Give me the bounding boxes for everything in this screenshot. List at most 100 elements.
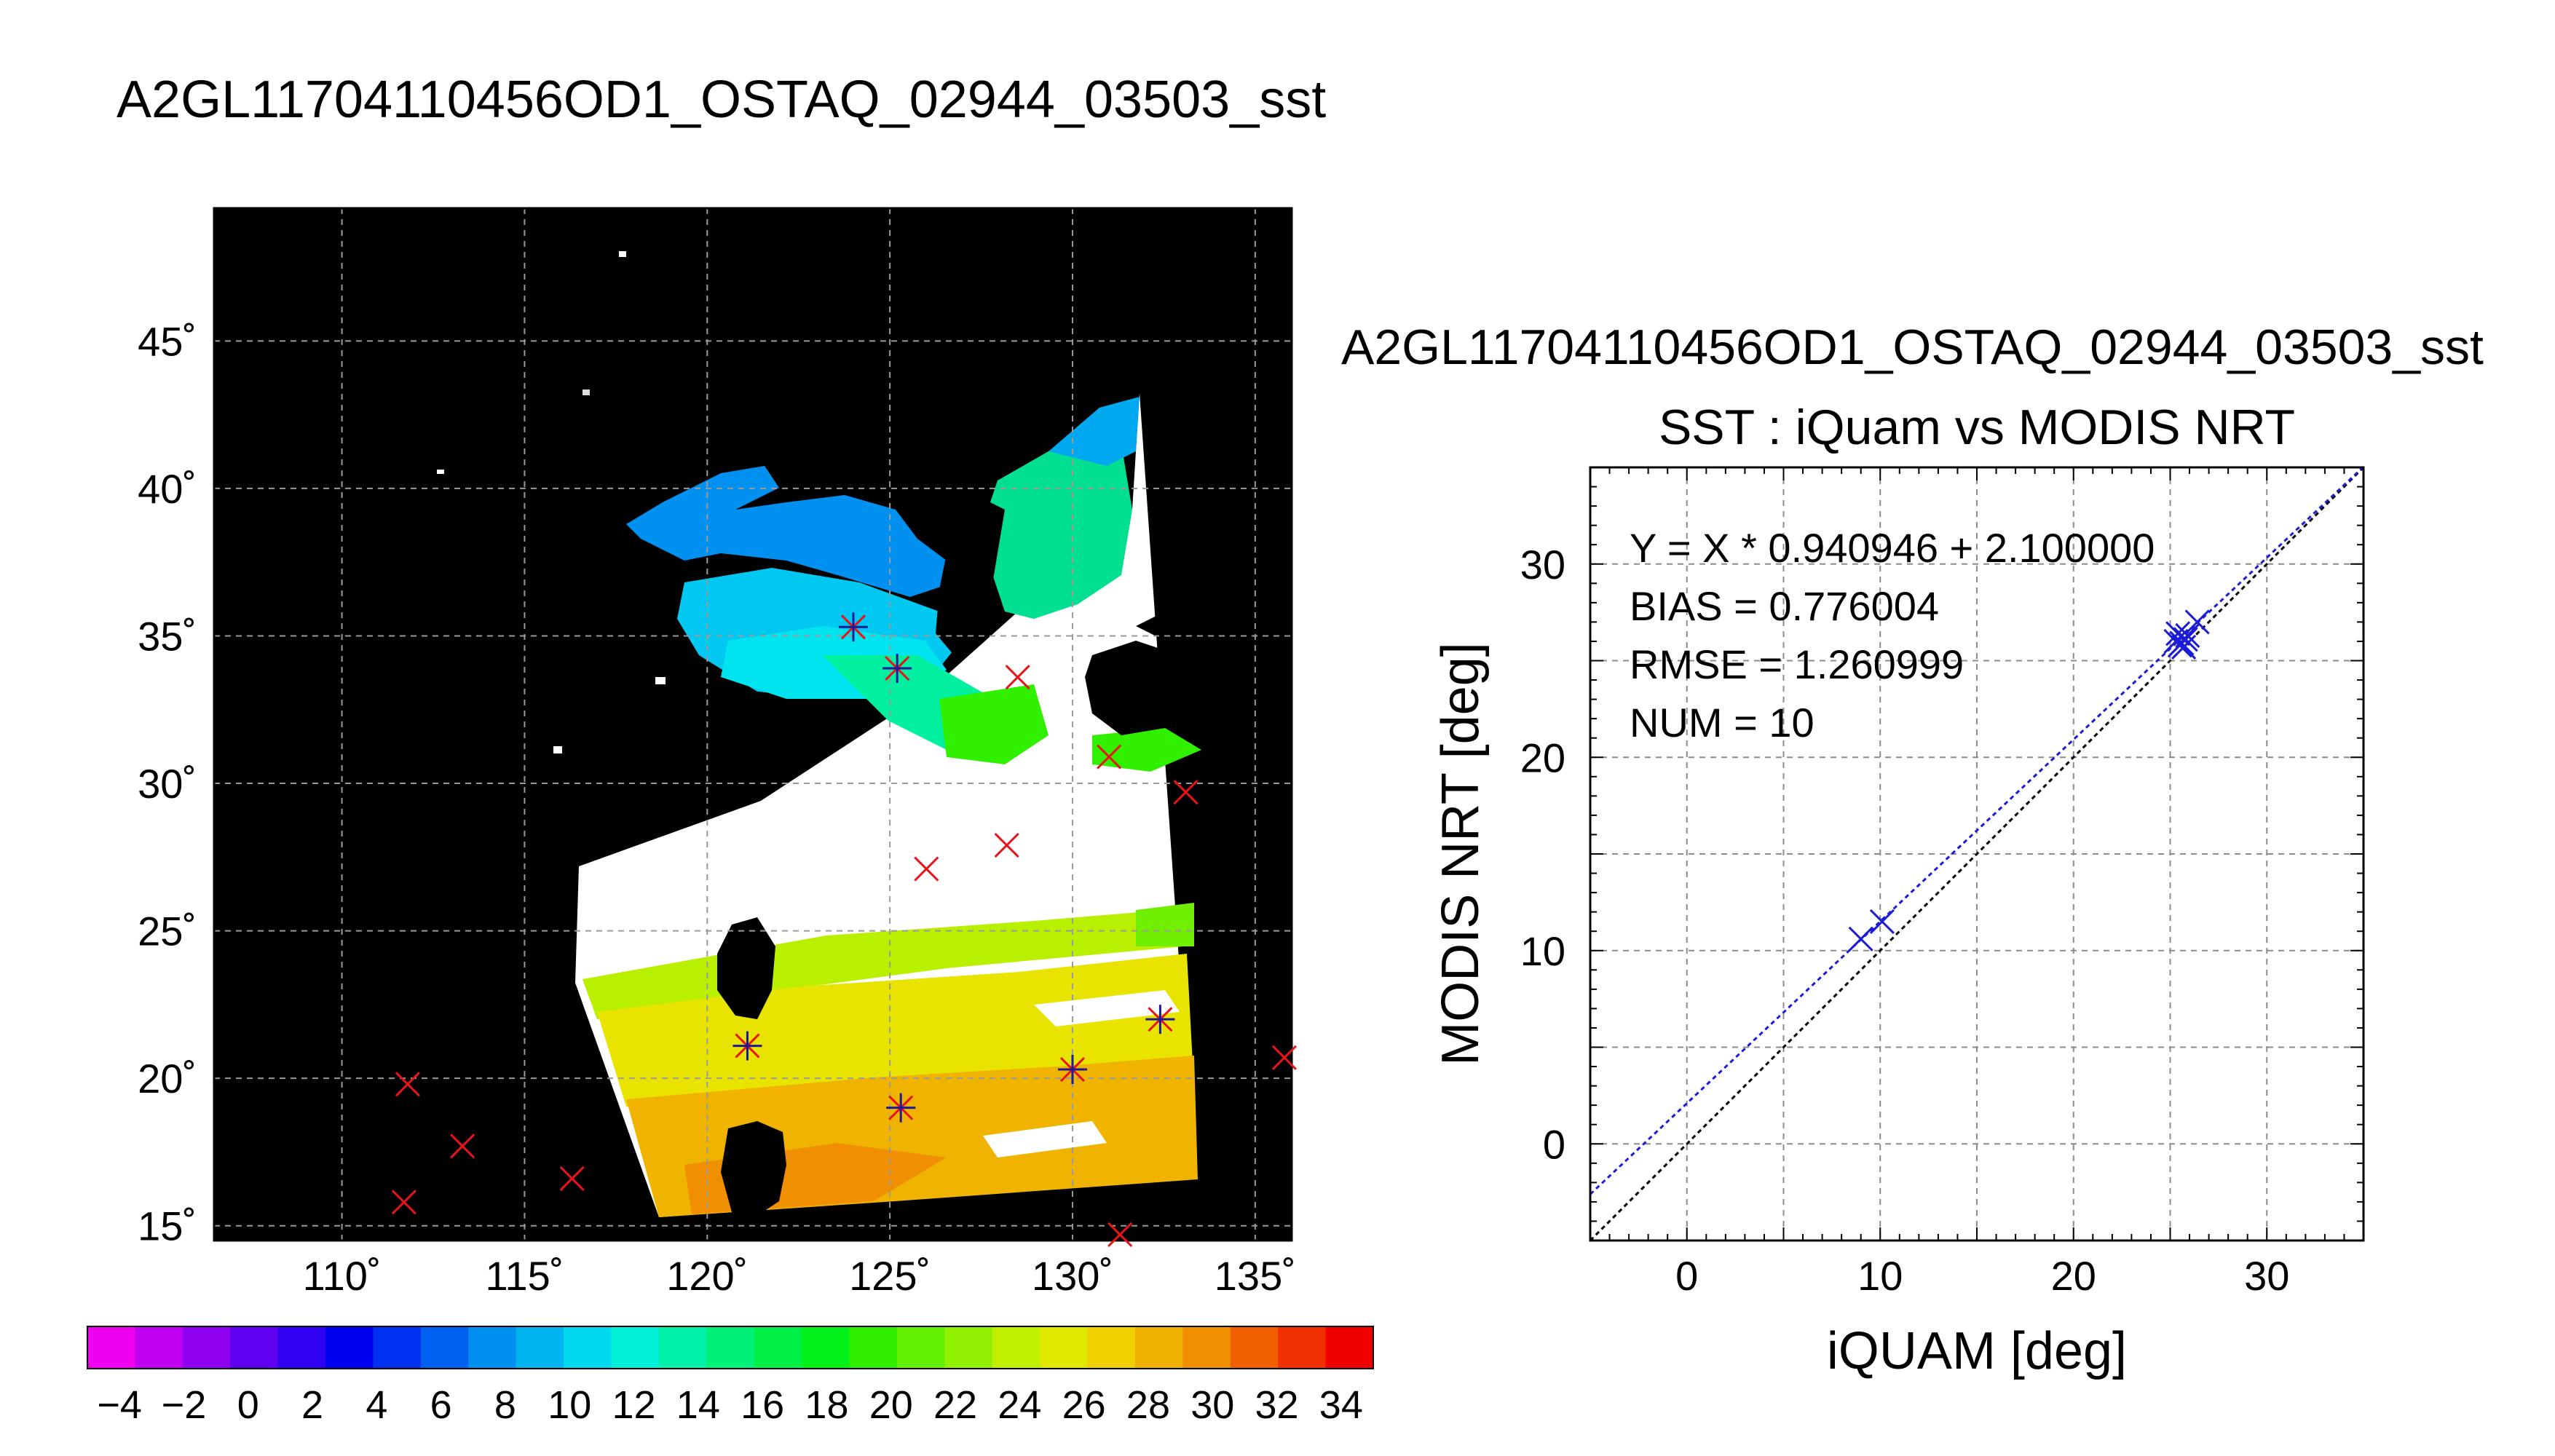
colorbar-tick-label: 14: [676, 1383, 720, 1427]
scatter-supertitle: A2GL11704110456OD1_OSTAQ_02944_03503_sst: [1341, 320, 2484, 375]
map-marker-x: [450, 1133, 475, 1159]
colorbar-cell: [1040, 1326, 1089, 1369]
scatter-minor-ticks: [1590, 467, 2364, 1241]
map-y-tick-label: 20˚: [138, 1056, 197, 1101]
map-marker-asterisk: [1057, 1055, 1087, 1085]
map-marker-x: [391, 1190, 416, 1215]
colorbar-cell: [1278, 1326, 1327, 1369]
scatter-x-tick-label: 30: [2244, 1253, 2289, 1299]
annotation-num: NUM = 10: [1630, 700, 1814, 745]
colorbar-cell: [1182, 1326, 1231, 1369]
korean-peninsula: [936, 495, 1005, 655]
hainan: [721, 1121, 786, 1216]
colorbar-tick-label: 10: [548, 1383, 591, 1427]
bohai-sea: [626, 466, 954, 597]
colorbar-tick-label: 28: [1126, 1383, 1170, 1427]
scatter-x-tick-label: 20: [2051, 1253, 2096, 1299]
colorbar-tick-label: 12: [612, 1383, 656, 1427]
colorbar-tick-label: 26: [1062, 1383, 1106, 1427]
map-marker-asterisk: [732, 1031, 762, 1061]
map-marker-asterisk: [886, 1093, 916, 1123]
sst-map-panel: 15˚ 20˚ 25˚ 30˚ 35˚ 40˚ 45˚ 110˚ 115˚ 120˚ 125˚ 13…: [138, 207, 1298, 1299]
colorbar-cell: [992, 1326, 1040, 1369]
colorbar-tick-label: 2: [301, 1383, 323, 1427]
colorbar-tick-label: 6: [430, 1383, 452, 1427]
scatter-annotations: Y = X * 0.940946 + 2.100000 BIAS = 0.776…: [1630, 525, 2155, 745]
cloud-speck: [553, 746, 562, 753]
map-frame: [213, 207, 1293, 1242]
china-mainland: [510, 612, 735, 874]
colorbar-cell: [754, 1326, 802, 1369]
scatter-points: [1848, 609, 2210, 951]
map-marker-asterisk: [882, 654, 912, 684]
east-china-sea-green: [939, 684, 1049, 764]
page-title: A2GL11704110456OD1_OSTAQ_02944_03503_sst: [117, 71, 1327, 129]
cloud-streak-1: [1034, 990, 1180, 1026]
map-marker-asterisk: [1145, 1005, 1175, 1034]
scatter-y-tick-label: 30: [1520, 542, 1565, 587]
map-x-tick-labels: 110˚ 115˚ 120˚ 125˚ 130˚ 135˚: [303, 1253, 1296, 1299]
colorbar-tick-label: −2: [162, 1383, 207, 1427]
map-y-tick-label: 15˚: [138, 1203, 197, 1249]
scatter-x-label: iQUAM [deg]: [1827, 1322, 2127, 1380]
map-marker-x: [1097, 744, 1122, 769]
colorbar-cell: [1087, 1326, 1136, 1369]
colorbar-tick-label: 16: [741, 1383, 784, 1427]
scatter-title: SST : iQuam vs MODIS NRT: [1659, 400, 2295, 455]
colorbar-cell: [325, 1326, 374, 1369]
scatter-point: [2163, 628, 2189, 654]
colorbar-tick-label: 20: [869, 1383, 913, 1427]
colorbar-cell: [1134, 1326, 1183, 1369]
map-marker-x: [1173, 780, 1198, 805]
scatter-y-tick-label: 0: [1543, 1121, 1565, 1167]
scatter-point: [1848, 926, 1873, 951]
colorbar: −4 −2 0 2 4 6 8 10 12 14 16 18 20 22 24 26 28 30 32 34: [87, 1326, 1374, 1427]
map-marker-x: [914, 856, 939, 882]
scatter-y-label: MODIS NRT [deg]: [1431, 642, 1490, 1066]
map-x-tick-label: 130˚: [1032, 1253, 1113, 1299]
map-marker-x: [395, 1072, 420, 1097]
cloud-streak-2: [983, 1121, 1107, 1158]
annotation-rmse: RMSE = 1.260999: [1630, 641, 1964, 687]
scatter-point: [2184, 609, 2210, 635]
japan-kyushu: [1085, 641, 1194, 735]
colorbar-tick-label: 8: [494, 1383, 516, 1427]
colorbar-cell: [658, 1326, 707, 1369]
map-marker-x: [994, 833, 1019, 858]
map-marker-x: [1005, 665, 1030, 690]
colorbar-cell: [516, 1326, 564, 1369]
colorbar-cell: [230, 1326, 279, 1369]
colorbar-frame: [87, 1326, 1374, 1369]
scatter-point: [1869, 909, 1895, 934]
map-gridlines: [214, 208, 1292, 1241]
cloud-speck: [437, 470, 444, 474]
map-marker-x: [559, 1166, 585, 1191]
colorbar-tick-label: 30: [1190, 1383, 1234, 1427]
colorbar-cell: [135, 1326, 183, 1369]
scatter-point: [2165, 621, 2191, 646]
colorbar-cell: [706, 1326, 755, 1369]
colorbar-cell: [1230, 1326, 1279, 1369]
colorbar-cell: [896, 1326, 945, 1369]
fit-line: [1590, 467, 2364, 1195]
colorbar-tick-label: 18: [805, 1383, 848, 1427]
colorbar-cell: [468, 1326, 517, 1369]
scatter-y-tick-labels: 0 10 20 30: [1520, 542, 1565, 1168]
map-y-tick-label: 35˚: [138, 613, 197, 659]
colorbar-tick-label: 34: [1319, 1383, 1363, 1427]
colorbar-tick-label: 0: [237, 1383, 259, 1427]
annotation-fit-equation: Y = X * 0.940946 + 2.100000: [1630, 525, 2155, 571]
cloud-speck: [655, 677, 666, 684]
sea-near-japan-green: [1092, 728, 1201, 772]
map-markers: [391, 612, 1298, 1247]
scatter-y-tick-label: 20: [1520, 735, 1565, 780]
cloud-speck: [583, 389, 590, 395]
colorbar-tick-labels: −4 −2 0 2 4 6 8 10 12 14 16 18 20 22 24 26 28 30 32 34: [97, 1383, 1363, 1427]
colorbar-cell: [277, 1326, 326, 1369]
colorbar-tick-label: 32: [1255, 1383, 1299, 1427]
scatter-point: [2171, 634, 2197, 660]
colorbar-cell: [373, 1326, 422, 1369]
colorbar-tick-label: 22: [933, 1383, 977, 1427]
colorbar-cell: [564, 1326, 612, 1369]
